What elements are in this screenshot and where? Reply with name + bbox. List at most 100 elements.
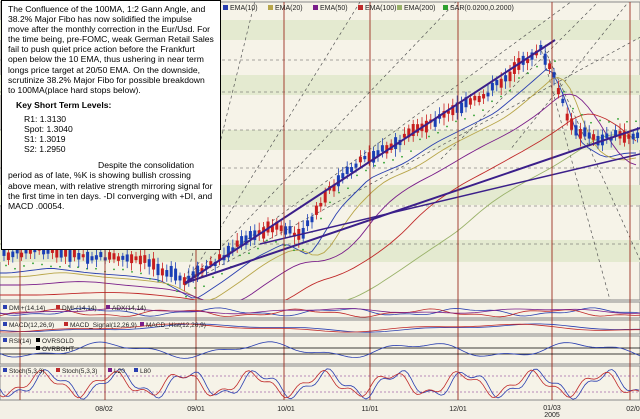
candle-body <box>477 95 481 103</box>
sar-dot <box>455 120 457 123</box>
legend-macd-signal: MACD_Signal(12,26,9) <box>70 322 137 329</box>
sar-dot <box>50 265 52 268</box>
sar-dot <box>167 283 169 286</box>
legend-swatch-l80 <box>134 368 138 372</box>
candle-body <box>72 249 76 258</box>
candle-body <box>94 255 98 260</box>
level-r1: R1: 1.3130 <box>24 113 67 124</box>
candle-body <box>288 226 292 234</box>
legend-ema10: EMA(10) <box>230 5 258 12</box>
candle-body <box>350 167 354 173</box>
sar-dot <box>527 72 529 75</box>
sar-dot <box>140 272 142 275</box>
legend-macd-hist: MACD_Hist(12,26,9) <box>146 322 206 329</box>
candle-body <box>240 236 244 247</box>
candle-body <box>442 111 446 118</box>
candle-body <box>376 150 380 157</box>
fan-line <box>184 2 361 286</box>
sar-dot <box>14 267 16 270</box>
sar-dot <box>194 287 196 289</box>
ema200-line <box>345 134 637 300</box>
legend-dmi-plus: DMI+(14,14) <box>9 305 45 312</box>
sar-dot <box>464 117 466 120</box>
sar-dot <box>401 155 403 158</box>
legend-swatch-macd-hist <box>140 322 144 326</box>
candle-body <box>306 220 310 227</box>
candle-body <box>156 263 160 276</box>
candle-body <box>372 150 376 163</box>
candle-body <box>15 248 19 254</box>
x-tick-label: 12/01 <box>449 406 467 413</box>
candle-body <box>446 110 450 114</box>
gann-line <box>184 127 640 284</box>
legend-swatch-stoch-d <box>56 368 60 372</box>
candle-body <box>143 255 147 263</box>
candle-body <box>539 45 543 50</box>
sar-dot <box>374 164 376 167</box>
sar-dot <box>41 263 43 266</box>
candle-body <box>121 255 125 260</box>
candle-body <box>367 152 371 163</box>
candle-body <box>332 184 336 192</box>
legend-swatch-dmi-minus <box>56 305 60 309</box>
candle-body <box>354 163 358 168</box>
sar-dot <box>68 265 70 267</box>
x-tick-label: 09/01 <box>187 406 205 413</box>
candle-body <box>231 247 235 252</box>
sar-dot <box>572 107 574 110</box>
sar-dot <box>437 131 439 134</box>
sar-dot <box>176 290 178 293</box>
fan-line <box>544 49 640 261</box>
candle-body <box>218 254 222 260</box>
sar-dot <box>329 201 331 204</box>
candle-body <box>125 254 129 262</box>
main-legend: EMA(10) EMA(20) EMA(50) EMA(100) EMA(200… <box>223 5 514 12</box>
candle-body <box>284 226 288 235</box>
candle-body <box>169 265 173 277</box>
fan-line <box>439 2 599 161</box>
macd-line <box>0 323 640 333</box>
candle-body <box>191 271 195 278</box>
sar-dot <box>122 268 124 271</box>
candle-body <box>116 256 120 261</box>
legend-swatch-ema10 <box>223 5 228 10</box>
legend-swatch-macd-signal <box>64 322 68 326</box>
sar-dot <box>302 248 304 251</box>
sar-dot <box>635 120 637 123</box>
candle-body <box>64 246 68 257</box>
candle-body <box>235 240 239 247</box>
level-spot: Spot: 1.3040 <box>24 124 73 135</box>
macd-signal-line <box>0 323 640 333</box>
candle-body <box>323 191 327 203</box>
sar-dot <box>248 252 250 255</box>
key-levels-title: Key Short Term Levels: <box>16 99 112 110</box>
sar-dot <box>563 90 565 93</box>
candle-body <box>2 248 6 256</box>
fan-line <box>509 2 629 151</box>
legend-stoch-d: Stoch(5,3,3) <box>62 368 97 375</box>
x-tick-label: 02/0 <box>626 406 640 413</box>
candle-body <box>583 127 587 137</box>
legend-macd: MACD(12,26,9) <box>9 322 54 329</box>
sar-dot <box>482 109 484 112</box>
candle-body <box>187 275 191 281</box>
candle-body <box>90 256 94 261</box>
candle-body <box>77 253 81 260</box>
candle-body <box>174 268 178 281</box>
candle-body <box>587 132 591 139</box>
sar-dot <box>446 125 448 128</box>
legend-swatch-ema50 <box>313 5 318 10</box>
ema20-line <box>0 77 637 300</box>
sar-dot <box>320 217 322 220</box>
candle-body <box>574 125 578 136</box>
candle-body <box>411 124 415 137</box>
sar-dot <box>149 277 151 280</box>
candle-body <box>275 221 279 230</box>
candle-body <box>147 259 151 267</box>
candle-body <box>605 133 609 139</box>
candle-body <box>108 252 112 260</box>
legend-swatch-macd <box>3 322 7 326</box>
candle-body <box>292 232 296 237</box>
level-s2: S2: 1.2950 <box>24 144 66 155</box>
candle-body <box>160 268 164 276</box>
